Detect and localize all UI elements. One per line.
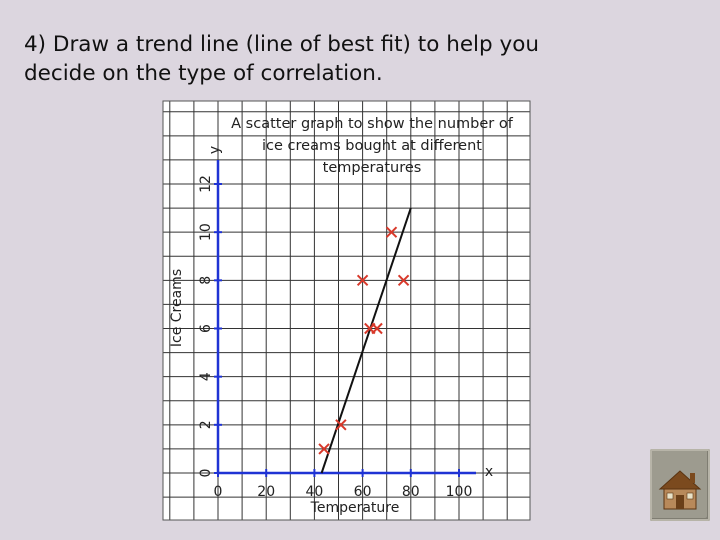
chart-border — [162, 100, 531, 521]
x-axis-label: Temperature — [310, 500, 400, 516]
slide-title-line-2: decide on the type of correlation. — [24, 61, 383, 86]
data-points — [318, 226, 410, 455]
data-point — [385, 226, 398, 238]
y-tick-label: 10 — [198, 223, 214, 241]
chart-title-line: temperatures — [323, 160, 422, 176]
chart-title-line: ice creams bought at different — [262, 138, 482, 154]
data-point — [356, 274, 369, 287]
slide-title-line-1: 4) Draw a trend line (line of best fit) … — [24, 32, 540, 57]
data-point — [318, 443, 330, 455]
y-tick-label: 6 — [198, 324, 214, 333]
tick-labels: 0 20 40 60 80 100 0 2 4 6 8 10 12 — [198, 175, 472, 500]
chart-title: A scatter graph to show the number of ice… — [231, 116, 514, 176]
data-point — [335, 419, 347, 431]
chart-paper — [163, 101, 530, 520]
y-tick-label: 8 — [198, 276, 214, 285]
y-tick-label: 12 — [198, 175, 214, 193]
y-tick-label: 0 — [198, 469, 214, 478]
slide-title: 4) Draw a trend line (line of best fit) … — [24, 30, 704, 88]
x-tick-label: 0 — [214, 484, 223, 500]
y-tick-label: 2 — [198, 420, 214, 429]
chart-title-line: A scatter graph to show the number of — [231, 116, 514, 132]
data-point — [397, 274, 410, 287]
data-point — [371, 322, 383, 335]
x-axis-letter: x — [485, 464, 493, 480]
x-tick-label: 60 — [354, 484, 372, 500]
y-axis-label: Ice Creams — [169, 269, 185, 347]
axis-labels: Temperature Ice Creams x y — [169, 146, 493, 516]
y-tick-label: 4 — [198, 372, 214, 381]
x-tick-label: 40 — [305, 484, 323, 500]
home-button[interactable] — [650, 449, 710, 521]
x-tick-label: 20 — [257, 484, 275, 500]
x-tick-label: 80 — [402, 484, 420, 500]
axes — [214, 160, 476, 477]
x-tick-label: 100 — [446, 484, 473, 500]
y-axis-letter: y — [207, 146, 223, 154]
home-icon — [658, 470, 702, 510]
